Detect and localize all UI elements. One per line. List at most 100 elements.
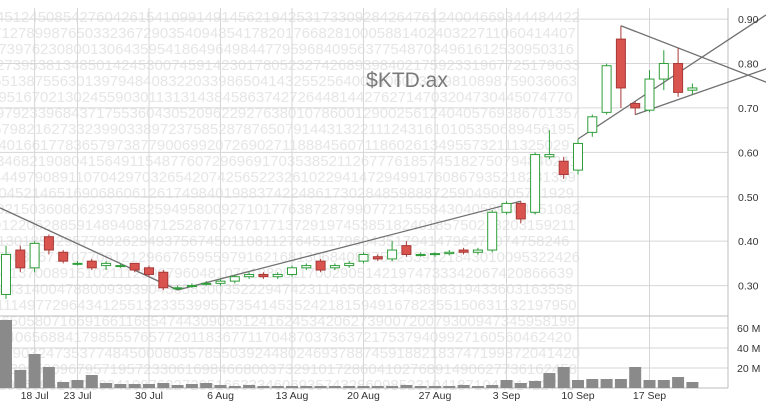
candle-up	[301, 265, 312, 269]
x-tick-label: 6 Aug	[207, 390, 234, 402]
chart-title: $KTD.ax	[366, 69, 448, 92]
volume-bar	[500, 380, 513, 388]
background-digit-row: 3140656884179855576577201183677117048703…	[0, 329, 572, 346]
candle-up	[172, 287, 183, 290]
price-tick-label: 0.60	[738, 147, 759, 159]
candle-up	[573, 142, 583, 171]
x-tick-label: 27 Aug	[419, 390, 452, 402]
candle-down	[372, 256, 383, 260]
price-tick-label: 0.80	[738, 59, 759, 71]
volume-bar	[328, 386, 341, 388]
volume-bar	[457, 385, 470, 388]
x-tick-label: 20 Aug	[347, 390, 380, 402]
background-digit-row: 6613700891510211129997960481076198081170…	[0, 265, 574, 282]
candle-up	[687, 87, 698, 91]
volume-bar	[614, 379, 627, 388]
background-digit-row: 5798216273323990338972375852878765079144…	[0, 121, 575, 138]
background-digit-row: 8398699614018034108762272051663334606935…	[0, 377, 574, 394]
volume-bar	[371, 386, 384, 388]
background-digit-row: 4449790891107042970326542074256522326102…	[0, 169, 576, 186]
volume-bar	[386, 386, 399, 388]
price-tick-label: 0.40	[738, 236, 759, 248]
candle-up	[329, 265, 340, 269]
volume-bar	[357, 386, 370, 388]
volume-bars	[0, 320, 699, 388]
candle-up	[601, 65, 612, 113]
candle-down	[673, 63, 684, 93]
candle-up	[115, 265, 126, 268]
x-tick-label: 3 Sep	[493, 390, 521, 402]
volume-bar	[14, 370, 27, 388]
x-tick-label: 17 Sep	[633, 390, 666, 402]
volume-bar	[586, 379, 599, 388]
candle-down	[43, 236, 54, 251]
volume-bar	[143, 384, 155, 388]
candle-up	[387, 249, 398, 260]
background-digit-row: 2401661778365797387790069920726902711888…	[0, 137, 570, 154]
candle-up	[101, 262, 112, 267]
volume-bar	[600, 379, 613, 388]
volume-bar	[543, 373, 556, 388]
volume-bar	[672, 377, 685, 388]
volume-bar	[414, 386, 427, 388]
candle-up	[186, 285, 197, 288]
price-tick-label: 0.70	[738, 103, 759, 115]
candle-up	[530, 154, 541, 213]
volume-bar	[686, 382, 699, 388]
background-digit-row: 9045214651690686061261749840198837422486…	[0, 185, 574, 202]
background-digit-row: 5513875563013979484083220339865041432552…	[0, 73, 577, 90]
candle-up	[272, 273, 283, 278]
price-axis: 0.90 0.80 0.70 0.60 0.50 0.40 0.30	[738, 14, 759, 292]
volume-bar	[314, 386, 327, 388]
candle-up	[29, 242, 40, 269]
background-digit-row: 1114977296434125513233539955735414535242…	[0, 297, 577, 314]
candle-up	[644, 78, 655, 111]
candle-up	[215, 280, 226, 284]
background-digit-row: 3468219080415649115487760729696917035385…	[0, 153, 578, 170]
background-digit-row: 3643140047880093939043658300352229474231…	[0, 281, 573, 298]
x-tick-label: 18 Jul	[21, 390, 49, 402]
volume-bar	[57, 382, 70, 388]
volume-bar	[128, 384, 141, 388]
price-tick-label: 0.30	[738, 281, 759, 293]
volume-bar	[243, 385, 256, 388]
candle-down	[86, 260, 97, 269]
candle-up	[287, 267, 297, 275]
candle-down	[401, 245, 412, 255]
volume-bar	[443, 386, 456, 388]
background-digit-row: 2951670213024559030113131438458637427264…	[0, 89, 573, 106]
volume-bar	[257, 386, 270, 388]
volume-bar	[514, 383, 527, 388]
volume-bar	[85, 375, 98, 388]
volume-bar	[71, 380, 84, 388]
price-tick-label: 0.50	[738, 192, 759, 204]
volume-bar	[629, 367, 642, 388]
volume-bar	[100, 383, 113, 388]
candle-down	[615, 38, 626, 89]
candle-up	[229, 276, 240, 282]
volume-axis: 60 M 40 M 20 M	[737, 323, 760, 375]
volume-bar	[557, 367, 570, 388]
volume-bar	[486, 385, 499, 388]
volume-bar	[300, 386, 313, 388]
candle-up	[658, 63, 669, 80]
volume-bar	[529, 381, 542, 388]
candle-down	[558, 160, 569, 176]
volume-bar	[171, 385, 184, 388]
volume-bar	[471, 386, 484, 388]
trendline	[634, 68, 766, 116]
volume-bar	[343, 386, 356, 388]
candles	[1, 25, 698, 299]
volume-bar	[28, 354, 41, 388]
volume-tick-label: 60 M	[737, 323, 760, 335]
volume-bar	[200, 383, 213, 388]
volume-bar	[400, 385, 413, 388]
volume-bar	[429, 386, 441, 388]
candle-up	[544, 154, 555, 158]
volume-bar	[271, 386, 284, 388]
candle-up	[1, 253, 11, 295]
candle-up	[430, 253, 440, 256]
background-digit-pattern: 4512450854276042615410991491456219425317…	[0, 9, 580, 394]
